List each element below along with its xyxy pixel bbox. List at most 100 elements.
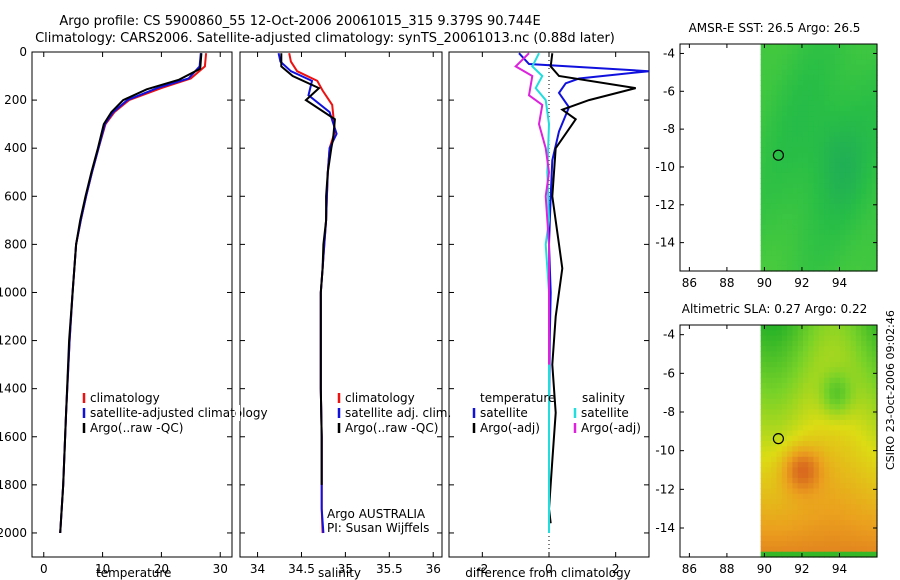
sla_map-cell [861,409,868,416]
sla_map-cell [818,372,825,379]
sla_map-cell [808,330,815,337]
sst_map-cell [765,198,772,205]
sla_map-cell [866,483,873,490]
sst_map-cell [866,44,873,50]
sla_map-cell [760,367,767,374]
sla_map-cell [760,541,767,548]
sla_map-cell [861,477,868,484]
sla_map-cell [866,467,873,474]
sla_map-cell [861,398,868,405]
sla_map-cell [829,462,836,468]
sst_map-cell [850,172,857,179]
sla_map-cell [813,404,820,410]
sst_map-cell [781,214,788,221]
sla_map-cell [797,430,804,437]
sla_map-cell [861,546,868,553]
sst_map-cell [855,85,862,92]
sla_map-cell [871,546,878,553]
sla_map-cell [781,546,788,553]
sla_map-cell [871,483,878,490]
sst_map-cell [787,54,793,61]
sla_map-cell [866,330,873,337]
sla_map-cell [834,530,841,537]
sla_map-cell [765,535,772,542]
sst_map-cell [839,90,846,97]
sst_map-cell [834,255,841,262]
sla_map-cell [808,514,815,521]
sst_map-cell [834,126,841,133]
sst_map-cell [808,54,815,61]
sla_map-cell [760,509,767,516]
sla_map-cell [829,351,836,358]
sla_map-cell [839,330,846,337]
sla_map-cell [855,346,862,352]
sst_map-cell [813,240,820,246]
sst_map-cell [829,214,836,221]
sla_map-cell [839,361,846,368]
sst_map-cell [787,126,793,133]
sst_map-cell [802,74,809,81]
sst_map-cell [813,162,820,169]
sla_map-cell [855,456,862,463]
sla_map-cell [818,425,825,432]
sst_map-cell [776,44,783,50]
sla_map-cell [787,456,793,463]
sst_map-cell [797,172,804,179]
sst_map-cell [765,116,772,122]
sst_map-cell [861,209,868,215]
sst_map-cell [829,95,836,102]
sst_map-cell [861,152,868,159]
sst_map-cell [802,142,809,148]
sst_map-cell [771,214,778,221]
sst_map-cell [771,95,778,102]
sst_map-cell [861,240,868,246]
sst_map-cell [855,49,862,55]
sst_map-cell [808,167,815,174]
sla_map-cell [771,462,778,468]
sst_map-cell [808,152,815,159]
sst_map-cell [771,64,778,71]
sst_map-cell [829,80,836,86]
sla_map-cell [802,383,809,389]
sla_map-cell [776,509,783,516]
sst_map-cell [850,80,857,86]
sla_map-cell [855,477,862,484]
sst_map-cell [855,136,862,143]
sla_map-cell [845,546,852,553]
sst_map-cell [797,111,804,117]
sst_map-cell [765,167,772,174]
sla_map-cell [760,340,767,347]
sla_map-cell [808,383,815,389]
sla_map-cell [829,441,836,447]
sla_map-cell [776,414,783,421]
sst_map-cell [834,188,841,195]
sst_map-cell [787,85,793,92]
sst_map-cell [797,142,804,148]
sla_map-cell [792,541,799,548]
sst_map-panel: AMSR-E SST: 26.5 Argo: 26.586 88 90 92 94-4-… [655,21,878,290]
sla_map-cell [871,520,878,526]
sst_map-cell [797,209,804,215]
sst_map-cell [845,260,852,267]
sla_map-cell [850,325,857,331]
sst_map-cell [834,121,841,128]
sst_map-cell [834,167,841,174]
sst_map-cell [834,219,841,226]
sst_map-cell [855,240,862,246]
sst_map-cell [771,105,778,112]
sst_map-cell [824,214,831,221]
sst_map-cell [850,178,857,184]
sla_map-cell [776,541,783,548]
sla_map-cell [861,367,868,374]
sla_map-cell [808,551,815,558]
sst_map-cell [760,255,767,262]
sst_map-cell [839,121,846,128]
sla_map-cell [781,419,788,426]
sst_map-cell [813,49,820,55]
sst_map-cell [808,255,815,262]
sst_map-cell [813,260,820,267]
sst_map-cell [845,188,852,195]
sla_map-cell [861,530,868,537]
sst_map-cell [845,136,852,143]
sla_map-cell [818,377,825,384]
